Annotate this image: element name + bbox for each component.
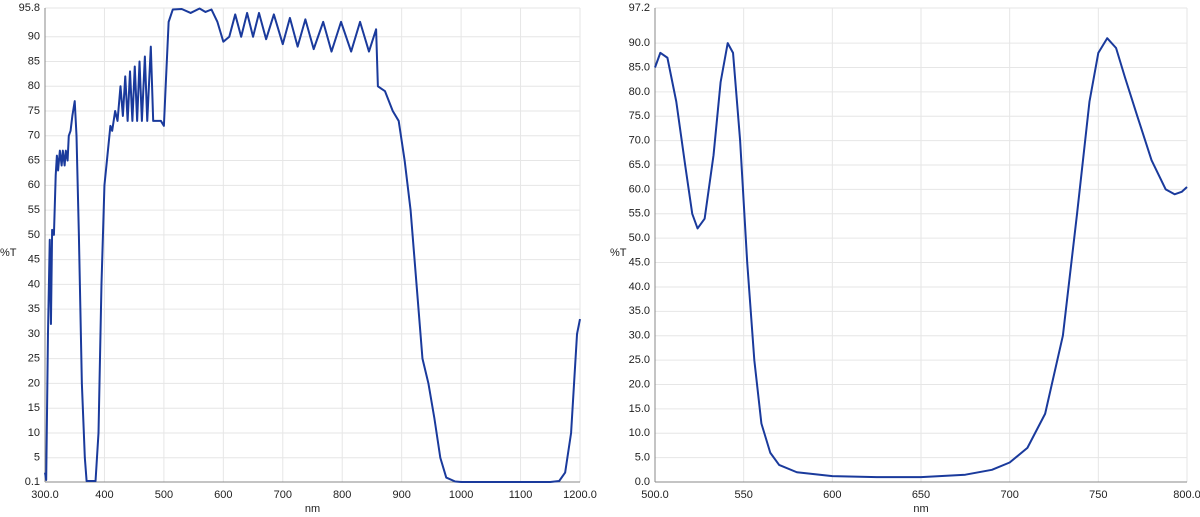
y-tick-label: 15.0	[629, 403, 650, 415]
x-tick-label: 650	[912, 489, 930, 501]
y-axis-label: %T	[610, 247, 627, 259]
y-tick-label: 75.0	[629, 110, 650, 122]
x-tick-label: 1000	[449, 489, 473, 501]
x-tick-label: 1100	[509, 489, 533, 501]
x-tick-label: 600	[823, 489, 841, 501]
y-tick-label: 90	[28, 31, 40, 43]
y-tick-label: 45	[28, 254, 40, 266]
y-tick-label: 70.0	[629, 135, 650, 147]
x-tick-label: 700	[274, 489, 292, 501]
data-line	[44, 7, 581, 483]
x-tick-label: 900	[392, 489, 410, 501]
y-tick-label: 50.0	[629, 232, 650, 244]
y-tick-label: 65	[28, 154, 40, 166]
y-tick-label: 45.0	[629, 256, 650, 268]
y-tick-label: 25	[28, 353, 40, 365]
y-tick-label: 90.0	[629, 37, 650, 49]
y-tick-label: 30.0	[629, 330, 650, 342]
y-tick-label: 70	[28, 130, 40, 142]
y-tick-label: 55.0	[629, 208, 650, 220]
y-tick-label: 25.0	[629, 354, 650, 366]
y-tick-label: 65.0	[629, 159, 650, 171]
y-tick-label: 20	[28, 377, 40, 389]
y-tick-label: 80.0	[629, 86, 650, 98]
y-tick-label: 10.0	[629, 427, 650, 439]
y-axis-label: %T	[0, 247, 17, 259]
x-tick-label: 800.0	[1173, 489, 1200, 501]
y-tick-label: 35.0	[629, 305, 650, 317]
y-tick-label: 80	[28, 80, 40, 92]
y-tick-label: 5	[34, 452, 40, 464]
data-line	[654, 37, 1188, 479]
x-tick-label: 500	[155, 489, 173, 501]
x-axis-label: nm	[305, 503, 320, 515]
x-tick-label: 700	[1000, 489, 1018, 501]
x-tick-label: 300.0	[31, 489, 59, 501]
x-tick-label: 750	[1089, 489, 1107, 501]
y-tick-label: 30	[28, 328, 40, 340]
y-tick-label: 10	[28, 427, 40, 439]
y-tick-label: 97.2	[629, 2, 650, 14]
y-tick-label: 60	[28, 179, 40, 191]
y-tick-label: 55	[28, 204, 40, 216]
y-tick-label: 85	[28, 55, 40, 67]
x-tick-label: 1200.0	[563, 489, 597, 501]
y-tick-label: 20.0	[629, 378, 650, 390]
y-tick-label: 40.0	[629, 281, 650, 293]
y-tick-label: 50	[28, 229, 40, 241]
x-tick-label: 400	[95, 489, 113, 501]
y-tick-label: 85.0	[629, 61, 650, 73]
y-tick-label: 0.0	[635, 476, 650, 488]
x-tick-label: 800	[333, 489, 351, 501]
y-tick-label: 95.8	[19, 2, 40, 14]
x-tick-label: 600	[214, 489, 232, 501]
y-tick-label: 75	[28, 105, 40, 117]
y-tick-label: 40	[28, 278, 40, 290]
y-tick-label: 5.0	[635, 452, 650, 464]
y-tick-label: 35	[28, 303, 40, 315]
x-tick-label: 550	[734, 489, 752, 501]
y-tick-label: 15	[28, 402, 40, 414]
x-tick-label: 500.0	[641, 489, 669, 501]
y-tick-label: 60.0	[629, 183, 650, 195]
y-tick-label: 0.1	[25, 476, 40, 488]
x-axis-label: nm	[913, 503, 928, 515]
